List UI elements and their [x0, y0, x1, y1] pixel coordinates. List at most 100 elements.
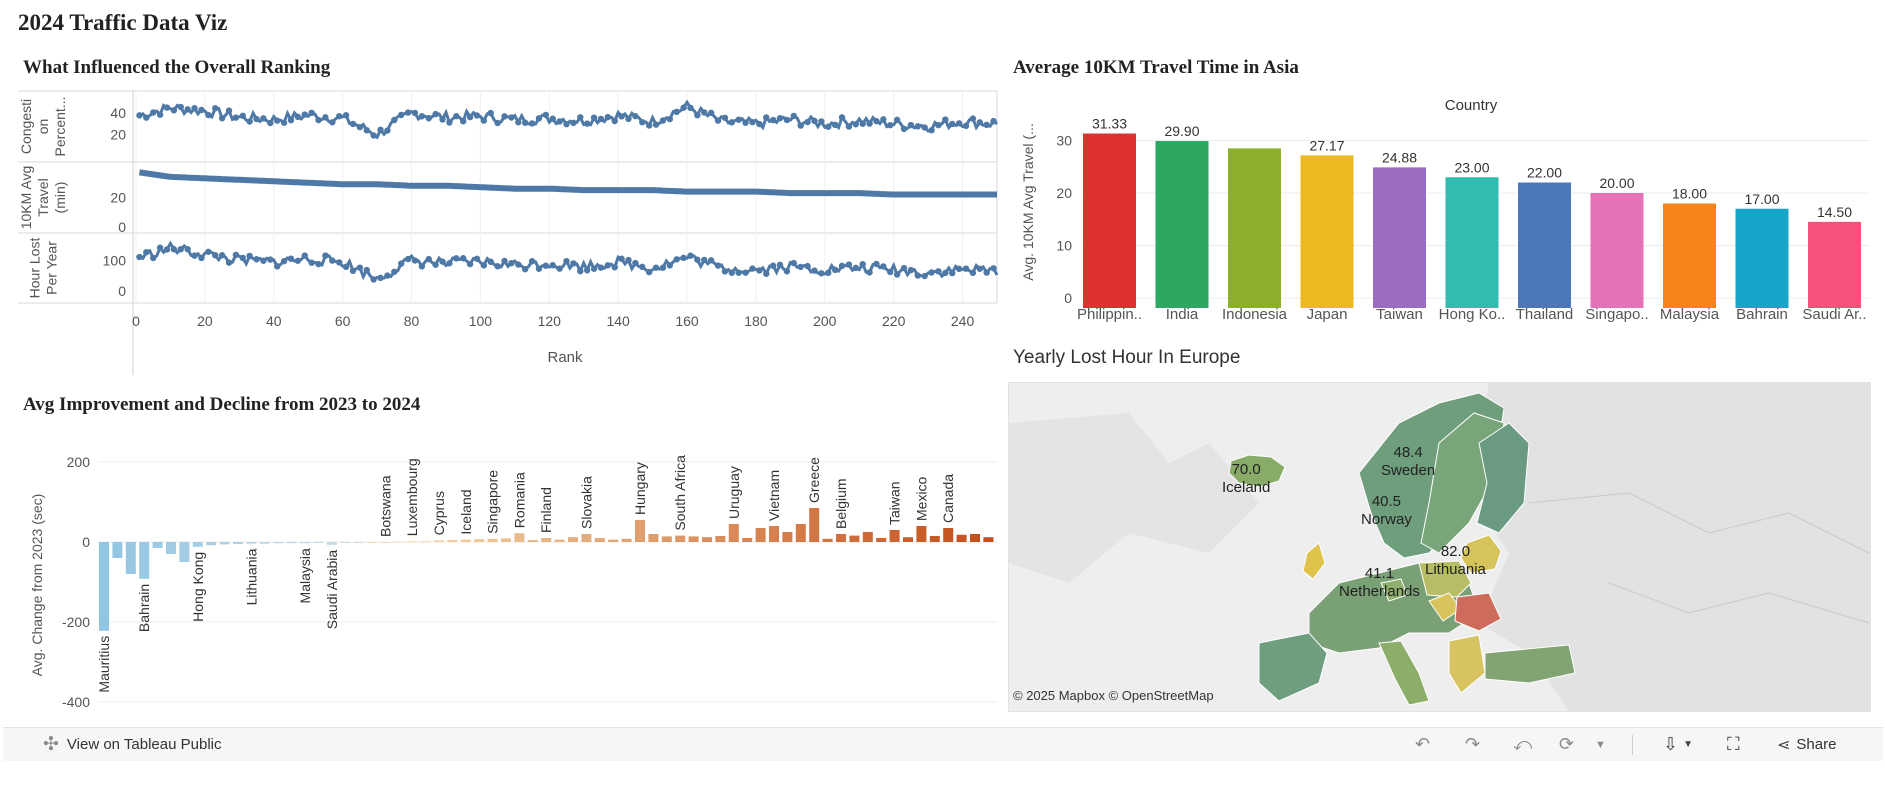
improvement-bar[interactable] [755, 528, 766, 542]
improvement-bar[interactable] [581, 534, 592, 542]
improvement-bar[interactable] [420, 541, 431, 543]
improvement-bar[interactable] [594, 538, 605, 542]
map-region-name: Norway [1361, 511, 1412, 528]
improvement-bar[interactable] [326, 542, 337, 545]
improvement-bar[interactable] [608, 539, 619, 542]
ranking-point [673, 108, 680, 116]
improvement-bar[interactable] [313, 542, 324, 543]
improvement-bar[interactable] [702, 537, 712, 542]
redo-icon[interactable]: ↷ [1465, 734, 1481, 754]
improvement-bar[interactable] [139, 542, 150, 579]
improvement-bar[interactable] [434, 540, 444, 542]
improvement-bar[interactable] [393, 541, 404, 543]
undo-icon[interactable]: ↶ [1415, 734, 1431, 754]
improvement-bar[interactable] [152, 542, 163, 548]
improvement-bar[interactable] [675, 535, 686, 542]
improvement-bar[interactable] [728, 524, 739, 542]
improvement-bar[interactable] [407, 541, 418, 543]
asia-bar[interactable] [1735, 208, 1789, 308]
asia-bar[interactable] [1300, 155, 1354, 308]
ranking-point [487, 109, 494, 117]
fullscreen-icon[interactable]: ⛶ [1727, 734, 1740, 754]
improvement-bar[interactable] [206, 542, 217, 546]
improvement-bar[interactable] [903, 537, 913, 542]
improvement-bar[interactable] [460, 539, 471, 542]
asia-bar[interactable] [1083, 133, 1136, 308]
ranking-point [639, 263, 646, 271]
improvement-bar[interactable] [822, 538, 833, 542]
view-on-tableau-public-link[interactable]: ✣ View on Tableau Public [43, 728, 221, 761]
asia-bar[interactable] [1590, 193, 1644, 308]
improvement-bar[interactable] [916, 526, 927, 542]
improvement-bar[interactable] [541, 538, 552, 542]
asia-bar[interactable] [1373, 167, 1426, 308]
improvement-bar[interactable] [527, 540, 538, 542]
improvement-bar[interactable] [367, 542, 377, 543]
improvement-bar[interactable] [929, 536, 940, 542]
improvement-bar[interactable] [487, 538, 498, 542]
europe-map[interactable]: 70.0 Iceland 48.4 Sweden 40.5 Norway 82.0 Lithu… [1008, 382, 1871, 712]
ranking-point [501, 113, 508, 120]
map-region-turkey [1484, 644, 1576, 684]
improvement-bar[interactable] [889, 530, 900, 542]
improvement-bar[interactable] [179, 542, 190, 562]
improvement-bar[interactable] [246, 542, 257, 544]
asia-bar[interactable] [1445, 177, 1499, 308]
improvement-bar[interactable] [809, 508, 820, 542]
refresh-icon[interactable]: ⟳ [1559, 734, 1575, 754]
improvement-bar[interactable] [661, 536, 672, 542]
improvement-bar[interactable] [862, 532, 873, 542]
improvement-bar[interactable] [192, 542, 203, 547]
ranking-point [639, 119, 646, 126]
improvement-bar[interactable] [447, 540, 458, 542]
improvement-bar[interactable] [688, 536, 699, 542]
improvement-bar[interactable] [782, 532, 793, 542]
improvement-bar[interactable] [125, 542, 136, 574]
improvement-bar[interactable] [970, 534, 980, 542]
map-region-lithuania [1460, 534, 1502, 574]
asia-bar[interactable] [1808, 221, 1861, 308]
improvement-bar[interactable] [474, 539, 485, 542]
ranking-point [852, 264, 859, 272]
improvement-bar[interactable] [112, 542, 123, 558]
improvement-bar[interactable] [568, 537, 578, 542]
asia-data-label: 27.17 [1309, 137, 1344, 153]
improvement-bar[interactable] [380, 542, 391, 543]
improvement-bar[interactable] [514, 533, 525, 542]
improvement-bar[interactable] [166, 542, 176, 554]
revert-icon[interactable]: ⤺ [1513, 734, 1533, 754]
improvement-bar[interactable] [554, 539, 565, 542]
improvement-bar[interactable] [956, 534, 967, 542]
improvement-bar[interactable] [99, 542, 109, 631]
share-button[interactable]: ⋖ Share [1777, 728, 1836, 761]
improvement-bar[interactable] [836, 534, 846, 542]
improvement-bar[interactable] [849, 535, 860, 542]
ranking-point [742, 269, 749, 276]
improvement-bar[interactable] [501, 538, 511, 542]
improvement-bar[interactable] [769, 526, 779, 542]
improvement-bar[interactable] [715, 536, 726, 542]
refresh-menu-chevron-icon[interactable]: ▼ [1595, 738, 1606, 751]
improvement-bar[interactable] [353, 542, 364, 543]
improvement-bar[interactable] [340, 542, 351, 543]
improvement-bar[interactable] [943, 528, 954, 542]
download-icon[interactable]: ⇩ ▼ [1663, 734, 1693, 754]
improvement-bar[interactable] [300, 542, 310, 544]
asia-bar[interactable] [1155, 141, 1209, 308]
improvement-bar[interactable] [233, 542, 243, 544]
improvement-bar[interactable] [273, 542, 284, 544]
asia-bar[interactable] [1228, 148, 1281, 308]
improvement-bar[interactable] [219, 542, 230, 545]
improvement-bar[interactable] [742, 538, 753, 542]
improvement-bar[interactable] [795, 524, 806, 542]
improvement-bar[interactable] [983, 537, 994, 542]
improvement-bar[interactable] [286, 542, 297, 544]
improvement-bar[interactable] [648, 534, 659, 542]
asia-bar[interactable] [1518, 182, 1571, 309]
improvement-bar[interactable] [621, 538, 632, 542]
improvement-bar[interactable] [259, 542, 270, 544]
improvement-bar[interactable] [635, 520, 645, 542]
asia-bar[interactable] [1663, 203, 1716, 309]
ranking-point [377, 274, 384, 282]
improvement-bar[interactable] [876, 538, 887, 542]
